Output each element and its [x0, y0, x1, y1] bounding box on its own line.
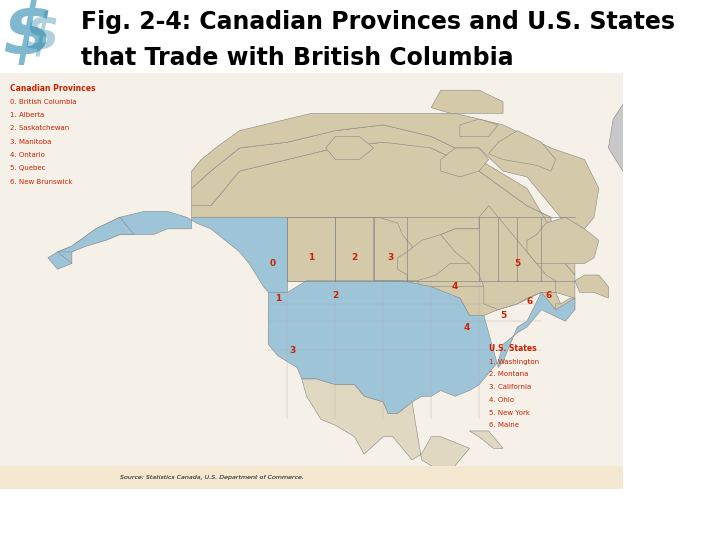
Text: that Trade with British Columbia: that Trade with British Columbia: [81, 46, 514, 70]
Text: 3: 3: [387, 253, 394, 262]
Text: Source: Statistics Canada, U.S. Department of Commerce.: Source: Statistics Canada, U.S. Departme…: [120, 475, 304, 480]
Text: 1: 1: [275, 294, 281, 302]
Polygon shape: [489, 131, 556, 171]
Text: 6. Maine: 6. Maine: [489, 422, 518, 428]
Polygon shape: [431, 90, 503, 113]
Text: 1. Washington: 1. Washington: [489, 359, 539, 364]
Text: 6: 6: [526, 296, 533, 306]
Text: $: $: [2, 1, 53, 70]
Polygon shape: [556, 298, 575, 315]
Text: 0: 0: [270, 259, 276, 268]
Text: 1. Alberta: 1. Alberta: [9, 112, 44, 118]
Text: 4: 4: [452, 282, 459, 291]
Text: 2. Saskatchewan: 2. Saskatchewan: [9, 125, 69, 131]
Polygon shape: [408, 281, 503, 315]
Text: 5: 5: [500, 311, 506, 320]
Text: 2: 2: [332, 291, 338, 300]
Polygon shape: [192, 137, 575, 315]
Text: 1: 1: [308, 253, 315, 262]
Text: 3. Manitoba: 3. Manitoba: [9, 139, 51, 145]
Text: Fig. 2-4: Canadian Provinces and U.S. States: Fig. 2-4: Canadian Provinces and U.S. St…: [81, 10, 675, 34]
Polygon shape: [336, 217, 374, 281]
Text: 2: 2: [351, 253, 358, 262]
Text: 5. New York: 5. New York: [489, 409, 530, 416]
Bar: [0, 465, 623, 489]
Polygon shape: [302, 379, 469, 471]
Polygon shape: [325, 137, 374, 159]
Text: 3: 3: [289, 346, 295, 355]
Text: 4. Ohio: 4. Ohio: [489, 397, 513, 403]
Polygon shape: [287, 217, 336, 281]
Text: 2. Montana: 2. Montana: [489, 372, 528, 377]
Text: Copyright ©2015 Pearson Education, Inc.  All rights reserved.: Copyright ©2015 Pearson Education, Inc. …: [11, 508, 397, 521]
Text: 5. Quebec: 5. Quebec: [9, 165, 45, 171]
Polygon shape: [269, 281, 575, 414]
Polygon shape: [397, 229, 479, 281]
Text: 4: 4: [464, 322, 470, 332]
Polygon shape: [575, 275, 608, 298]
Polygon shape: [608, 84, 720, 206]
Text: 3. California: 3. California: [489, 384, 531, 390]
Polygon shape: [48, 252, 72, 269]
Text: 2-14: 2-14: [681, 508, 709, 521]
Polygon shape: [58, 217, 134, 252]
Text: Canadian Provinces: Canadian Provinces: [9, 84, 95, 93]
Polygon shape: [58, 212, 287, 292]
Text: 4. Ontario: 4. Ontario: [9, 152, 45, 158]
Text: 6: 6: [546, 291, 552, 300]
Polygon shape: [441, 206, 556, 309]
Text: 6. New Brunswick: 6. New Brunswick: [9, 179, 72, 185]
Text: 5: 5: [514, 259, 521, 268]
Text: $: $: [24, 11, 60, 59]
Polygon shape: [192, 113, 599, 234]
Polygon shape: [374, 217, 412, 281]
Text: 0. British Columbia: 0. British Columbia: [9, 99, 76, 105]
Polygon shape: [541, 292, 560, 309]
Polygon shape: [527, 217, 599, 264]
Polygon shape: [469, 431, 503, 448]
Polygon shape: [192, 125, 575, 275]
Text: Source: Statistics Canada, U.S. Department of Commerce.: Source: Statistics Canada, U.S. Departme…: [120, 475, 304, 480]
Polygon shape: [441, 148, 489, 177]
Text: U.S. States: U.S. States: [489, 345, 536, 353]
Polygon shape: [460, 119, 498, 137]
